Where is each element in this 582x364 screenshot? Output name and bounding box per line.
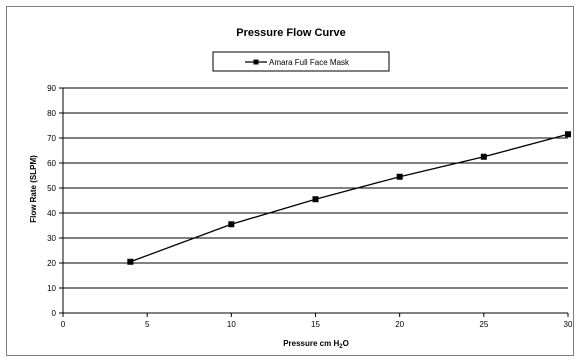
y-tick-label-20: 20 [47, 259, 56, 268]
y-tick-label-80: 80 [47, 109, 56, 118]
x-tick-label-10: 10 [227, 320, 236, 329]
data-point-0-4 [480, 153, 487, 160]
y-tick-label-90: 90 [47, 84, 56, 93]
x-tick-label-15: 15 [311, 320, 320, 329]
data-point-0-2 [312, 196, 319, 203]
x-tick-label-0: 0 [61, 320, 66, 329]
x-axis-title-main: Pressure cm H [283, 339, 339, 348]
x-axis-title-tail: O [343, 339, 349, 348]
y-tick-label-0: 0 [52, 309, 57, 318]
chart-frame: Pressure Flow Curve Amara Full Face Mask… [6, 6, 574, 356]
x-axis-title-subscript: 2 [339, 344, 343, 350]
y-tick-label-10: 10 [47, 284, 56, 293]
pressure-flow-chart: Pressure Flow Curve Amara Full Face Mask… [29, 27, 573, 350]
x-tick-label-5: 5 [145, 320, 150, 329]
legend-marker-swatch [253, 59, 259, 65]
y-tick-label-30: 30 [47, 234, 56, 243]
y-tick-label-50: 50 [47, 184, 56, 193]
x-axis-title: Pressure cm H2O [283, 339, 349, 350]
data-point-0-5 [565, 131, 571, 138]
x-tick-label-30: 30 [564, 320, 573, 329]
y-tick-label-40: 40 [47, 209, 56, 218]
series-line-0 [130, 133, 569, 263]
legend-box [212, 51, 390, 72]
legend-label: Amara Full Face Mask [269, 58, 350, 67]
data-point-0-3 [396, 173, 403, 180]
y-tick-label-70: 70 [47, 134, 56, 143]
legend: Amara Full Face Mask [212, 51, 390, 72]
data-point-0-1 [228, 221, 235, 228]
chart-title: Pressure Flow Curve [236, 27, 345, 39]
plot-area: 0 10 20 30 40 50 60 70 80 90 0 5 10 15 20 25 30 [47, 84, 573, 329]
data-point-0-0 [127, 258, 134, 265]
y-axis-title: Flow Rate (SLPM) [29, 155, 38, 223]
x-tick-label-20: 20 [395, 320, 404, 329]
x-tick-label-25: 25 [479, 320, 488, 329]
y-tick-label-60: 60 [47, 159, 56, 168]
